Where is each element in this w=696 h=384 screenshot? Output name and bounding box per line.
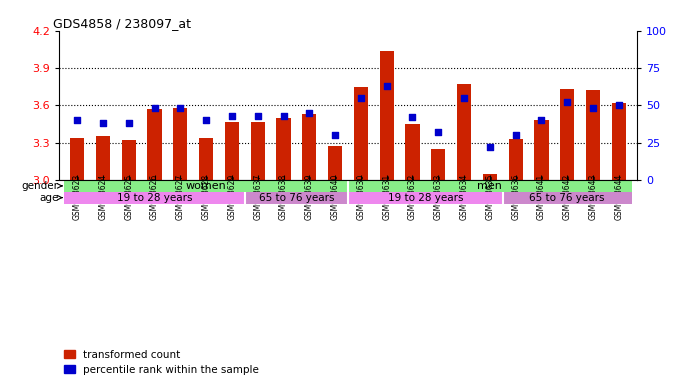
Bar [122,140,136,180]
Bar [70,138,84,180]
Point [329,132,340,138]
Point [433,129,444,135]
Text: 19 to 28 years: 19 to 28 years [388,193,463,203]
Point [200,117,212,123]
Text: gender: gender [22,181,58,191]
Bar [64,180,348,192]
Bar [148,109,161,180]
Legend: transformed count, percentile rank within the sample: transformed count, percentile rank withi… [64,350,259,375]
Bar [612,103,626,180]
Point [175,105,186,111]
Bar [348,180,632,192]
Text: age: age [39,193,58,203]
Point [381,83,393,89]
Bar [276,118,291,180]
Bar [379,51,394,180]
Text: GDS4858 / 238097_at: GDS4858 / 238097_at [54,17,191,30]
Point [123,120,134,126]
Bar [560,89,574,180]
Text: 19 to 28 years: 19 to 28 years [117,193,192,203]
Bar [173,108,187,180]
Text: men: men [477,181,503,191]
Point [149,105,160,111]
Text: 65 to 76 years: 65 to 76 years [259,193,334,203]
Bar [354,87,368,180]
Bar [348,192,503,204]
Bar [503,192,632,204]
Bar [405,124,420,180]
Bar [225,122,239,180]
Bar [245,192,348,204]
Point [252,113,263,119]
Point [613,102,624,108]
Point [407,114,418,121]
Bar [457,84,471,180]
Bar [251,122,265,180]
Bar [431,149,445,180]
Bar [509,139,523,180]
Point [536,117,547,123]
Point [459,95,470,101]
Bar [483,174,497,180]
Point [562,99,573,106]
Point [587,105,599,111]
Bar [328,146,342,180]
Bar [199,138,213,180]
Bar [586,91,600,180]
Bar [535,120,548,180]
Point [278,113,289,119]
Point [510,132,521,138]
Point [484,144,496,150]
Point [303,110,315,116]
Text: 65 to 76 years: 65 to 76 years [530,193,605,203]
Point [226,113,237,119]
Text: women: women [186,181,226,191]
Bar [96,136,110,180]
Point [97,120,109,126]
Bar [302,114,317,180]
Bar [64,192,245,204]
Point [356,95,367,101]
Point [72,117,83,123]
